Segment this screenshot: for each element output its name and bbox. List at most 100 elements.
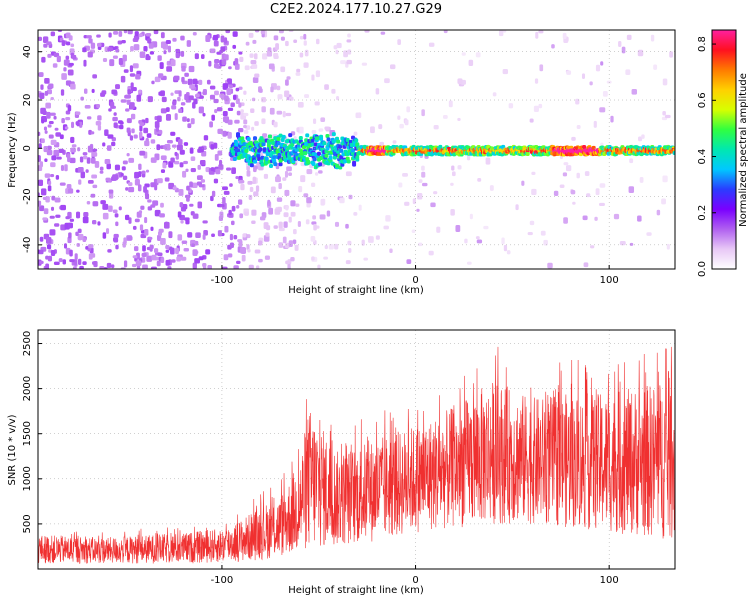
heatmap-cell [540, 230, 546, 236]
heatmap-cell [61, 117, 65, 124]
heatmap-cell [224, 37, 228, 44]
heatmap-cell [282, 110, 286, 118]
heatmap-cell [347, 240, 352, 246]
heatmap-cell [151, 254, 157, 261]
heatmap-cell [275, 43, 279, 51]
heatmap-cell [284, 189, 290, 196]
heatmap-cell [115, 221, 119, 227]
heatmap-cell [123, 260, 128, 268]
heatmap-cell [62, 259, 67, 265]
heatmap-signal-cell [240, 136, 245, 141]
heatmap-signal-cell [272, 158, 277, 163]
heatmap-cell [126, 118, 132, 124]
heatmap-cell [136, 265, 141, 269]
heatmap-cell [234, 63, 240, 70]
heatmap-cell [39, 92, 45, 100]
heatmap-cell [219, 159, 223, 167]
heatmap-cell [628, 186, 635, 193]
heatmap-cell [390, 64, 396, 70]
heatmap-cell [443, 30, 448, 34]
heatmap-cell [156, 178, 163, 184]
heatmap-cell [208, 60, 212, 67]
heatmap-cell [328, 244, 334, 250]
heatmap-cell [39, 236, 44, 242]
heatmap-cell [232, 31, 238, 37]
heatmap-cell [181, 240, 188, 244]
heatmap-cell [646, 232, 652, 236]
heatmap-cell [319, 214, 326, 220]
heatmap-cell [90, 131, 95, 135]
x-tick-label: 0 [412, 575, 418, 586]
heatmap-cell [80, 171, 86, 179]
heatmap-cell [238, 102, 242, 108]
colorbar-gradient [711, 29, 737, 270]
heatmap-cell [397, 39, 401, 46]
heatmap-cell [178, 189, 184, 196]
heatmap-signal-cell [311, 161, 316, 166]
heatmap-cell [320, 117, 326, 122]
heatmap-cell [529, 220, 535, 226]
heatmap-cell [273, 35, 279, 41]
heatmap-cell [430, 202, 436, 208]
heatmap-cell [56, 55, 61, 63]
heatmap-cell [638, 136, 643, 142]
heatmap-cell [379, 141, 385, 147]
heatmap-cell [284, 90, 290, 98]
heatmap-cell [637, 49, 644, 57]
heatmap-cell [483, 225, 489, 230]
heatmap-cell [145, 169, 150, 173]
heatmap-cell [94, 161, 100, 168]
heatmap-cell [106, 262, 112, 268]
heatmap-signal-cell [351, 148, 356, 153]
heatmap-cell [130, 46, 134, 52]
heatmap-cell [209, 85, 216, 90]
heatmap-signal-cell [273, 162, 278, 167]
heatmap-signal-cell [582, 144, 587, 149]
heatmap-cell [475, 52, 481, 58]
heatmap-cell [88, 38, 93, 44]
heatmap-cell [167, 266, 172, 269]
heatmap-cell [226, 167, 232, 171]
heatmap-cell [182, 170, 187, 178]
heatmap-cell [368, 236, 374, 243]
heatmap-cell [133, 246, 139, 252]
heatmap-cell [157, 55, 162, 61]
heatmap-cell [174, 151, 178, 156]
heatmap-cell [451, 171, 456, 177]
heatmap-cell [258, 258, 263, 263]
heatmap-cell [221, 266, 228, 269]
heatmap-cell [122, 54, 127, 62]
heatmap-cell [47, 145, 52, 150]
heatmap-cell [79, 121, 83, 128]
heatmap-cell [96, 103, 101, 109]
heatmap-cell [202, 220, 208, 224]
heatmap-cell [65, 116, 71, 121]
heatmap-cell [209, 94, 216, 100]
heatmap-cell [619, 240, 626, 246]
x-tick-label: 100 [600, 575, 619, 586]
heatmap-cell [220, 46, 226, 52]
heatmap-cell [345, 223, 349, 229]
heatmap-cell [106, 228, 110, 234]
heatmap-cell [288, 30, 294, 33]
heatmap-signal-cell [278, 133, 283, 138]
heatmap-cell [551, 44, 555, 49]
heatmap-signal-cell [316, 151, 321, 156]
heatmap-cell [160, 257, 165, 263]
heatmap-cell [404, 119, 409, 126]
heatmap-cell [77, 147, 81, 152]
heatmap-cell [202, 234, 206, 240]
heatmap-cell [331, 88, 336, 94]
heatmap-cell [222, 130, 227, 137]
heatmap-cell [67, 236, 72, 244]
heatmap-cell [153, 30, 159, 35]
chart-title: C2E2.2024.177.10.27.G29 [270, 2, 442, 17]
heatmap-cell [127, 89, 132, 95]
heatmap-cell [112, 174, 118, 181]
heatmap-cell [177, 211, 182, 218]
heatmap-cell [295, 72, 301, 76]
heatmap-cell [235, 87, 240, 92]
heatmap-cell [258, 240, 263, 246]
heatmap-cell [155, 127, 160, 132]
heatmap-cell [251, 64, 258, 69]
